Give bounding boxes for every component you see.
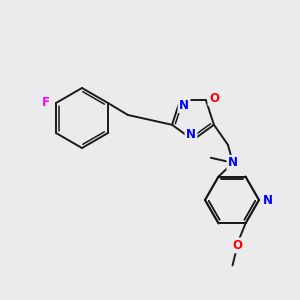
Text: N: N	[263, 194, 273, 206]
Text: F: F	[42, 97, 50, 110]
Text: N: N	[228, 156, 238, 169]
Text: N: N	[179, 99, 189, 112]
Text: O: O	[209, 92, 219, 105]
Text: N: N	[186, 128, 196, 140]
Text: O: O	[232, 239, 242, 252]
